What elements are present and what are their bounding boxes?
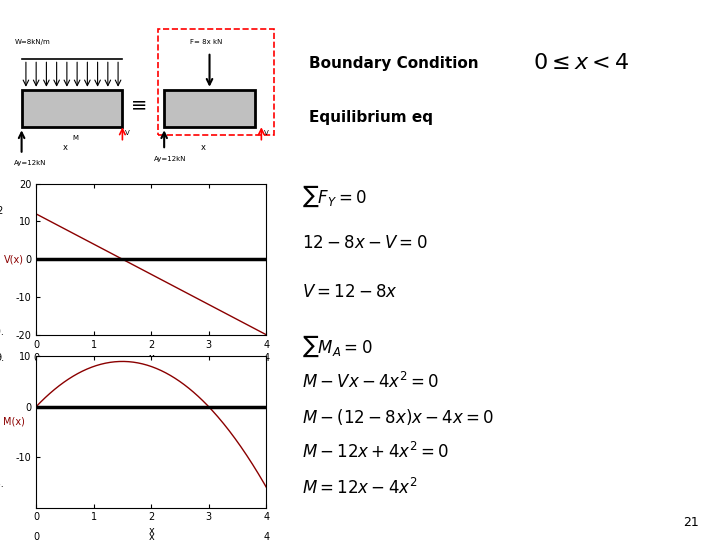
Text: 4: 4 [264, 353, 269, 363]
Text: $\equiv$: $\equiv$ [127, 95, 147, 114]
X-axis label: x: x [148, 353, 154, 363]
Text: x: x [148, 353, 154, 363]
Text: V: V [264, 130, 269, 136]
Text: Ay=12kN: Ay=12kN [14, 160, 47, 166]
Text: 21: 21 [683, 516, 698, 529]
Text: 0: 0 [33, 353, 39, 363]
Text: W=8kN/m: W=8kN/m [14, 39, 50, 45]
FancyBboxPatch shape [164, 90, 255, 127]
Text: $\sum F_Y = 0$: $\sum F_Y = 0$ [302, 184, 367, 209]
Text: $M - 12x + 4x^2 = 0$: $M - 12x + 4x^2 = 0$ [302, 442, 449, 462]
Text: -20.: -20. [0, 327, 4, 337]
Text: Equilibrium eq: Equilibrium eq [310, 110, 433, 125]
Text: Boundary Condition: Boundary Condition [310, 56, 479, 71]
FancyBboxPatch shape [22, 90, 122, 127]
Text: $M = 12x - 4x^2$: $M = 12x - 4x^2$ [302, 478, 418, 498]
Text: 9.: 9. [0, 354, 4, 363]
Text: $12 - 8x - V = 0$: $12 - 8x - V = 0$ [302, 234, 428, 252]
Text: $V = 12 - 8x$: $V = 12 - 8x$ [302, 283, 398, 301]
Text: -16.: -16. [0, 480, 4, 489]
Text: x: x [63, 143, 67, 152]
Text: $\sum M_A = 0$: $\sum M_A = 0$ [302, 334, 373, 359]
Text: 12: 12 [0, 206, 4, 216]
Text: V(x): V(x) [4, 254, 24, 264]
Text: $M - (12 - 8x)x - 4x = 0$: $M - (12 - 8x)x - 4x = 0$ [302, 407, 495, 427]
Text: 4: 4 [264, 532, 269, 540]
Text: $M - Vx - 4x^2 = 0$: $M - Vx - 4x^2 = 0$ [302, 372, 440, 392]
Text: M(x): M(x) [4, 416, 25, 426]
Text: F= 8x kN: F= 8x kN [190, 39, 222, 45]
X-axis label: x: x [148, 526, 154, 536]
Text: M: M [72, 134, 78, 140]
Text: x: x [148, 532, 154, 540]
Text: 0: 0 [33, 532, 39, 540]
Text: x: x [201, 143, 205, 152]
Text: $0 \leq x < 4$: $0 \leq x < 4$ [533, 53, 629, 73]
Text: Ay=12kN: Ay=12kN [154, 156, 186, 161]
Text: V: V [125, 130, 130, 136]
